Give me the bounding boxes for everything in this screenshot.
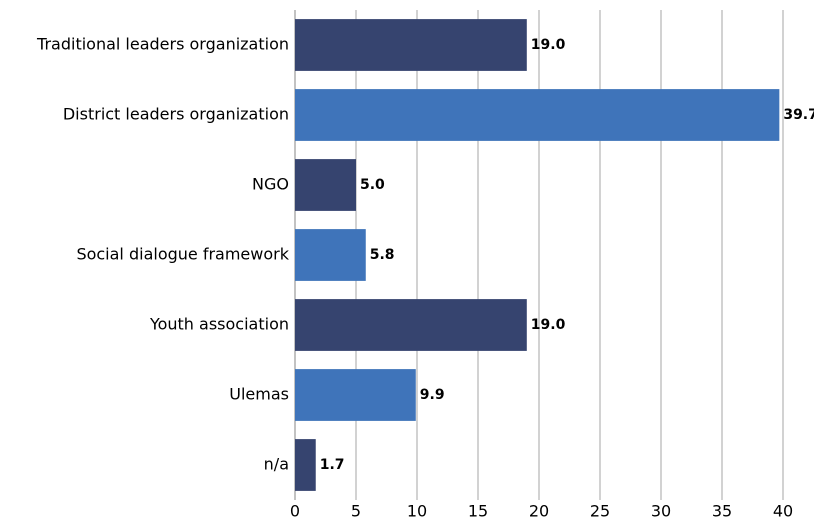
bar [295,89,780,141]
value-label: 5.0 [360,177,385,193]
x-tick-label: 35 [712,502,732,519]
bar [295,369,416,421]
bar [295,439,316,491]
value-label: 5.8 [370,247,395,263]
x-tick-label: 15 [468,502,488,519]
bar [295,299,527,351]
y-tick-label: Youth association [149,315,289,334]
y-tick-label: Traditional leaders organization [36,35,289,54]
value-label: 39.7 [783,107,814,123]
y-tick-label: Ulemas [229,385,289,404]
value-label: 19.0 [531,37,566,53]
value-label: 19.0 [531,317,566,333]
x-tick-label: 25 [590,502,610,519]
value-label: 1.7 [320,457,345,473]
x-tick-label: 30 [651,502,671,519]
x-tick-label: 40 [773,502,793,519]
x-tick-label: 5 [351,502,361,519]
bar [295,229,366,281]
bar [295,19,527,71]
y-tick-label: NGO [252,175,289,194]
y-tick-label: District leaders organization [63,105,289,124]
x-tick-label: 20 [529,502,549,519]
bar [295,159,356,211]
x-tick-label: 0 [290,502,300,519]
value-label: 9.9 [420,387,445,403]
x-tick-label: 10 [407,502,427,519]
y-tick-label: Social dialogue framework [76,245,289,264]
y-tick-label: n/a [264,455,289,474]
